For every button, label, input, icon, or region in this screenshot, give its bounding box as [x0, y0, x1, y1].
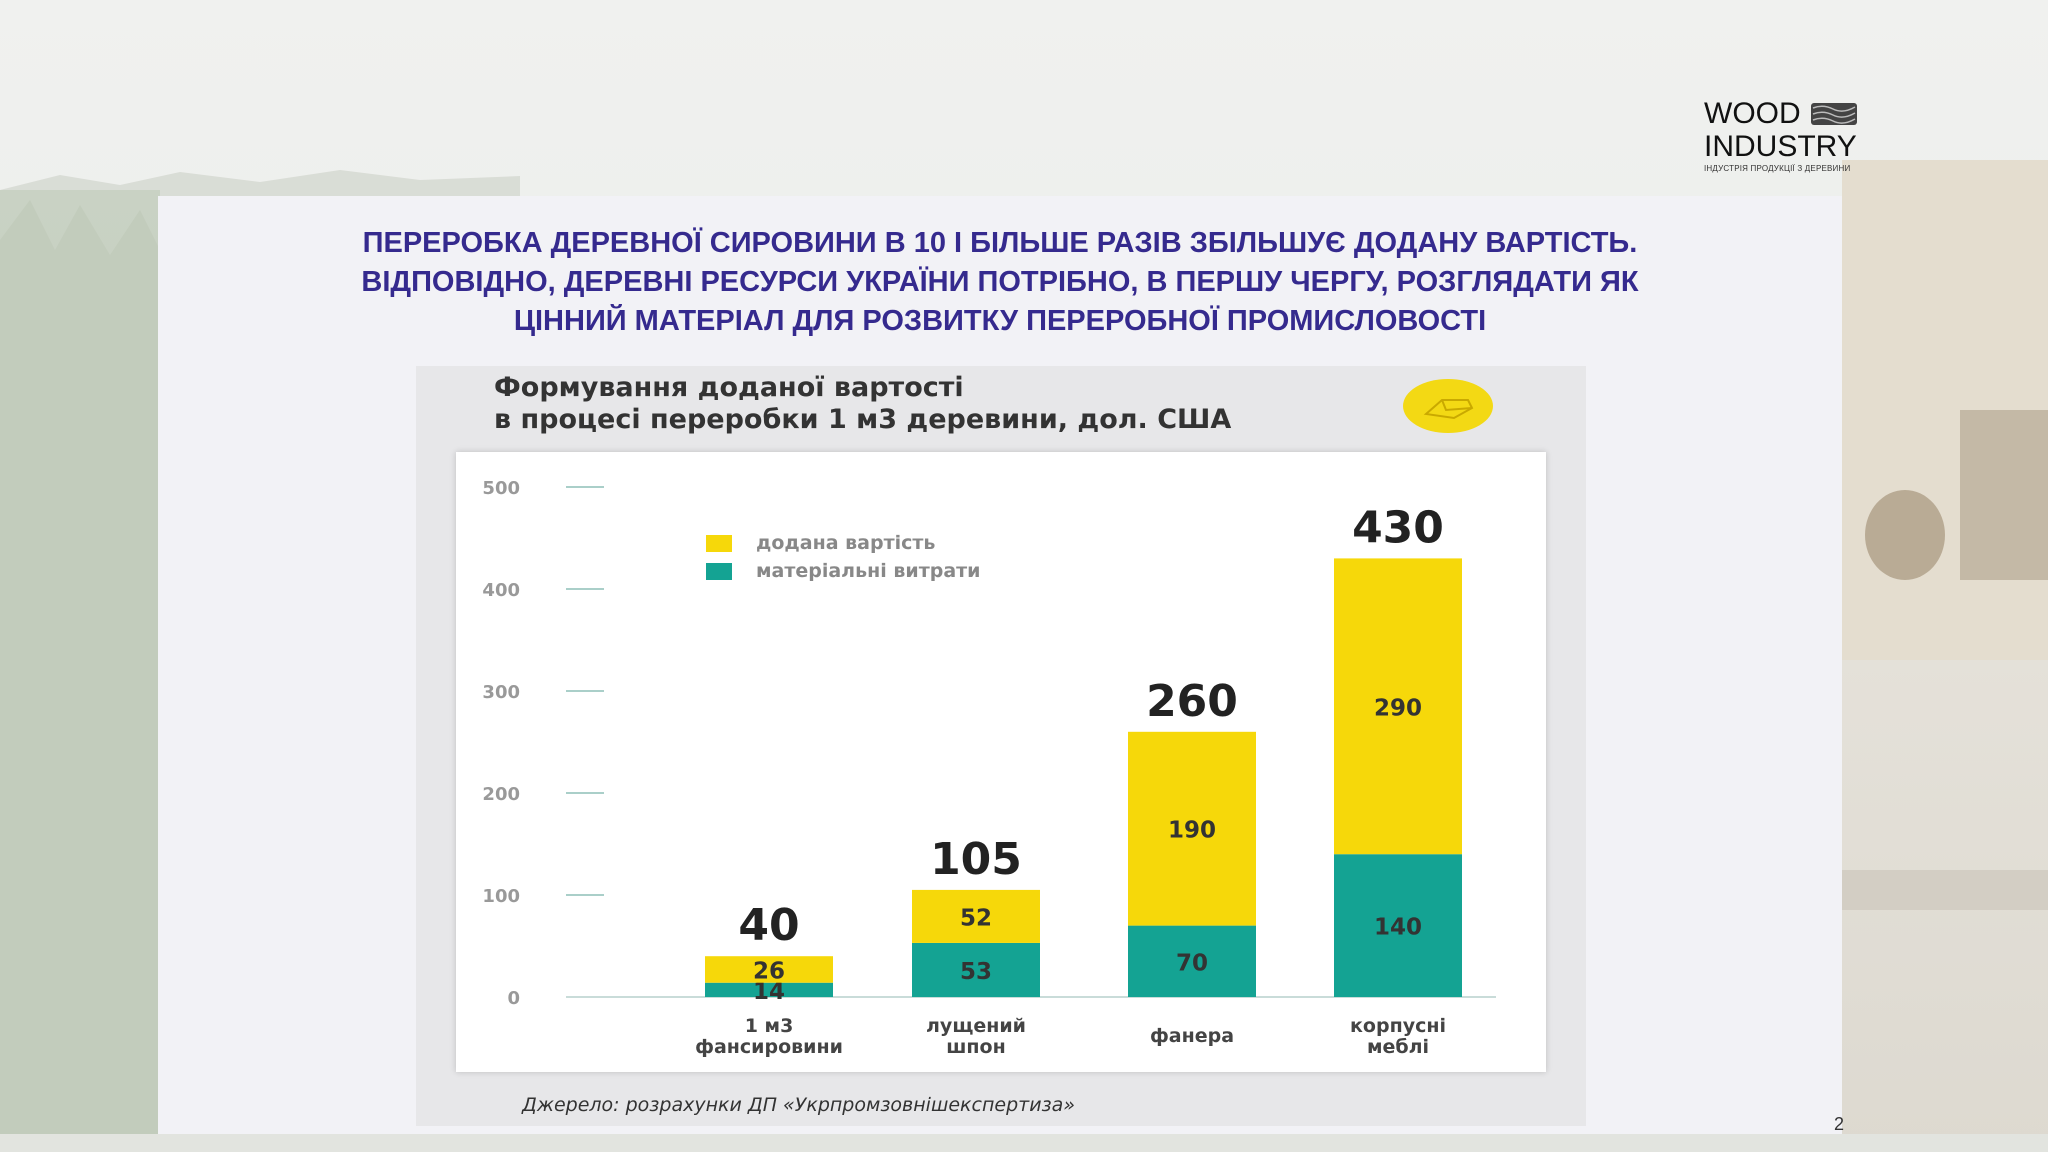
wood-badge-icon: [1403, 379, 1493, 433]
chart-title-line-1: Формування доданої вартості: [494, 372, 964, 403]
segment-value-label: 290: [1374, 695, 1422, 721]
logo-word-wood: WOOD: [1704, 97, 1801, 130]
y-tick-label: 100: [482, 886, 520, 907]
bar-segment: [1334, 558, 1462, 855]
legend-swatch: [706, 535, 732, 552]
segment-value-label: 53: [960, 959, 992, 985]
logo-word-industry: INDUSTRY: [1704, 130, 1857, 163]
headline-line-1: ПЕРЕРОБКА ДЕРЕВНОЇ СИРОВИНИ В 10 І БІЛЬШ…: [362, 227, 1638, 259]
bar-total-label: 260: [1146, 676, 1238, 727]
logo-tagline: ІНДУСТРІЯ ПРОДУКЦІЇ З ДЕРЕВИНИ: [1704, 164, 1851, 173]
segment-value-label: 140: [1374, 915, 1422, 941]
x-category-label: фансировини: [695, 1036, 843, 1058]
x-category-label: 1 м3: [745, 1015, 794, 1037]
bar-total-label: 430: [1352, 502, 1444, 553]
bar-total-label: 40: [738, 900, 799, 951]
bar-total-label: 105: [930, 834, 1022, 885]
segment-value-label: 14: [753, 979, 785, 1005]
wood-industry-logo: WOOD INDUSTRY ІНДУСТРІЯ ПРОДУКЦІЇ З ДЕРЕ…: [1704, 98, 1864, 174]
bar-segment: [1334, 854, 1462, 997]
x-category-label: шпон: [946, 1036, 1006, 1058]
slide-headline: ПЕРЕРОБКА ДЕРЕВНОЇ СИРОВИНИ В 10 І БІЛЬШ…: [158, 224, 1842, 341]
headline-line-3: ЦІННИЙ МАТЕРІАЛ ДЛЯ РОЗВИТКУ ПЕРЕРОБНОЇ …: [513, 305, 1487, 337]
source-note: Джерело: розрахунки ДП «Укрпромзовнішекс…: [522, 1094, 1076, 1116]
headline-line-2: ВІДПОВІДНО, ДЕРЕВНІ РЕСУРСИ УКРАЇНИ ПОТР…: [361, 266, 1639, 298]
slide-card: ПЕРЕРОБКА ДЕРЕВНОЇ СИРОВИНИ В 10 І БІЛЬШ…: [158, 196, 1842, 1134]
y-tick-label: 500: [482, 478, 520, 499]
legend-swatch: [706, 563, 732, 580]
legend-label: додана вартість: [756, 532, 935, 554]
x-category-label: лущений: [926, 1015, 1026, 1037]
x-category-label: корпусні: [1350, 1015, 1446, 1037]
bar-segment: [705, 982, 833, 997]
page-number: 2: [1834, 1114, 1845, 1134]
legend-label: матеріальні витрати: [756, 560, 980, 582]
bar-segment: [705, 956, 833, 983]
bar-segment: [912, 942, 1040, 997]
chart-title-line-2: в процесі переробки 1 м3 деревини, дол. …: [494, 404, 1232, 435]
segment-value-label: 190: [1168, 818, 1216, 844]
bar-segment: [1128, 925, 1256, 997]
x-category-label: фанера: [1150, 1025, 1234, 1047]
wood-grain-icon: [1810, 103, 1857, 125]
y-tick-label: 400: [482, 580, 520, 601]
x-category-label: меблі: [1367, 1036, 1429, 1058]
bar-segment: [912, 889, 1040, 943]
bar-segment: [1128, 731, 1256, 926]
y-tick-label: 0: [507, 988, 520, 1009]
segment-value-label: 70: [1176, 950, 1208, 976]
segment-value-label: 52: [960, 905, 992, 931]
stacked-bar-chart: 0 100 200 300 400 500 додана вартість матеріаль…: [482, 478, 1496, 1058]
chart-area: 0 100 200 300 400 500 додана вартість матеріаль…: [456, 452, 1546, 1072]
y-tick-label: 200: [482, 784, 520, 805]
chart-title: Формування доданої вартості в процесі пе…: [494, 372, 1231, 436]
segment-value-label: 26: [753, 958, 785, 984]
y-tick-label: 300: [482, 682, 520, 703]
